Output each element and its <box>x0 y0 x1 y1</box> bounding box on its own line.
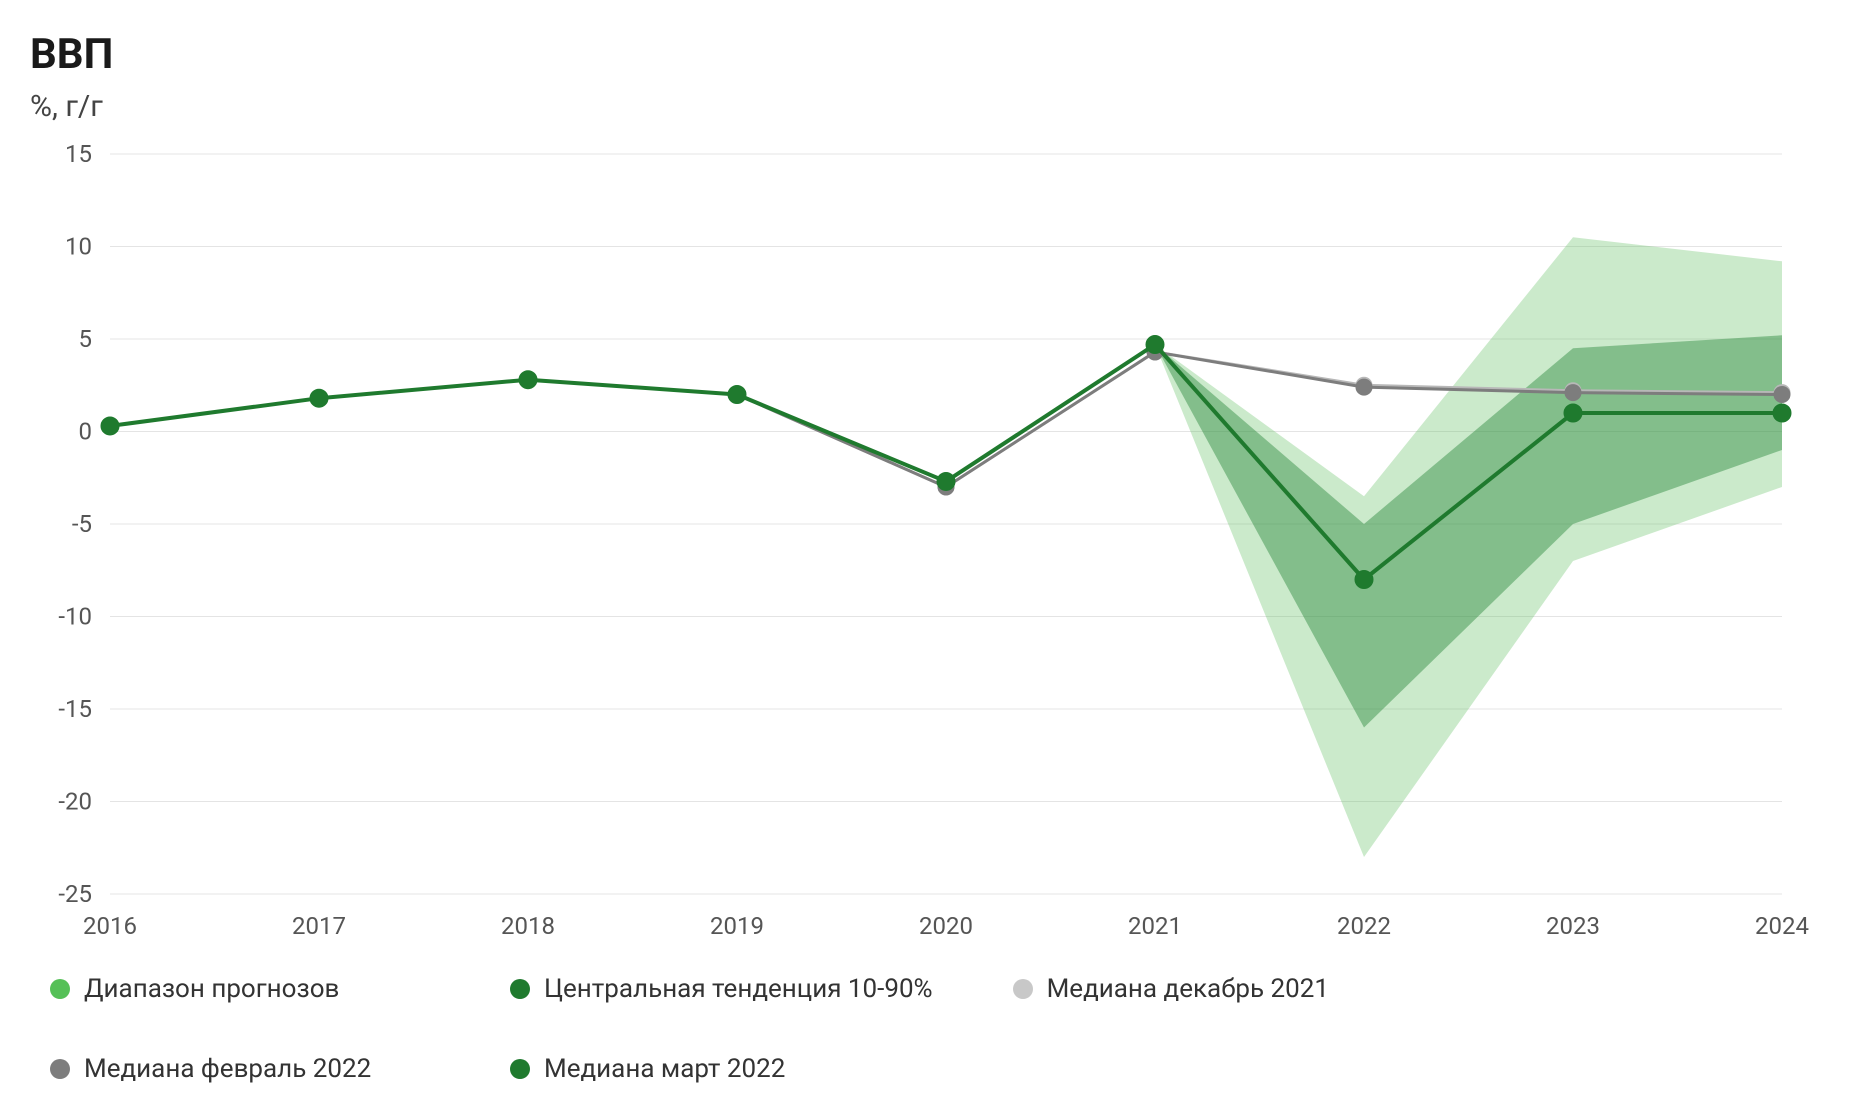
legend: Диапазон прогнозов Центральная тенденция … <box>30 954 1822 1084</box>
x-tick-label: 2021 <box>1128 912 1182 940</box>
marker-median_mar_2022 <box>519 371 537 389</box>
y-tick-label: 0 <box>79 418 93 446</box>
chart-svg: -25 -20 -15 -10 -5 0 5 10 15 2016 2017 2018 2019 2020… <box>30 134 1822 954</box>
y-tick-label: -10 <box>58 603 92 631</box>
marker-median_feb_2022 <box>1356 379 1372 395</box>
legend-label: Медиана февраль 2022 <box>84 1054 371 1084</box>
legend-swatch <box>510 1059 530 1079</box>
legend-label: Диапазон прогнозов <box>84 974 339 1004</box>
marker-median_mar_2022 <box>728 386 746 404</box>
marker-median_mar_2022 <box>1773 404 1791 422</box>
x-tick-label: 2016 <box>83 912 137 940</box>
marker-median_mar_2022 <box>101 417 119 435</box>
y-tick-label: -5 <box>72 510 92 538</box>
legend-item: Диапазон прогнозов <box>50 974 430 1004</box>
x-tick-label: 2024 <box>1755 912 1809 940</box>
marker-median_mar_2022 <box>1355 571 1373 589</box>
chart-subtitle: %, г/г <box>30 89 1822 124</box>
legend-swatch <box>50 1059 70 1079</box>
legend-swatch <box>50 979 70 999</box>
y-tick-label: 10 <box>65 233 92 261</box>
chart-title: ВВП <box>30 30 1822 79</box>
x-tick-label: 2022 <box>1337 912 1391 940</box>
legend-item: Медиана декабрь 2021 <box>1013 974 1393 1004</box>
legend-item: Медиана март 2022 <box>510 1054 890 1084</box>
y-tick-label: -25 <box>58 880 92 908</box>
legend-swatch <box>1013 979 1033 999</box>
marker-median_mar_2022 <box>1146 336 1164 354</box>
chart-area: -25 -20 -15 -10 -5 0 5 10 15 2016 2017 2018 2019 2020… <box>30 134 1822 954</box>
legend-item: Центральная тенденция 10-90% <box>510 974 933 1004</box>
legend-item: Медиана февраль 2022 <box>50 1054 430 1084</box>
y-tick-label: 15 <box>65 140 92 168</box>
x-tick-label: 2023 <box>1546 912 1600 940</box>
marker-median_mar_2022 <box>310 389 328 407</box>
y-tick-label: -20 <box>58 788 92 816</box>
legend-label: Центральная тенденция 10-90% <box>544 974 933 1004</box>
legend-label: Медиана декабрь 2021 <box>1047 974 1329 1004</box>
marker-median_mar_2022 <box>1564 404 1582 422</box>
marker-median_feb_2022 <box>1774 387 1790 403</box>
marker-median_feb_2022 <box>1565 385 1581 401</box>
legend-swatch <box>510 979 530 999</box>
x-tick-label: 2017 <box>292 912 346 940</box>
x-tick-label: 2020 <box>919 912 973 940</box>
y-tick-label: 5 <box>79 325 93 353</box>
x-tick-label: 2018 <box>501 912 555 940</box>
x-tick-label: 2019 <box>710 912 764 940</box>
marker-median_mar_2022 <box>937 472 955 490</box>
y-tick-label: -15 <box>58 695 92 723</box>
legend-label: Медиана март 2022 <box>544 1054 785 1084</box>
